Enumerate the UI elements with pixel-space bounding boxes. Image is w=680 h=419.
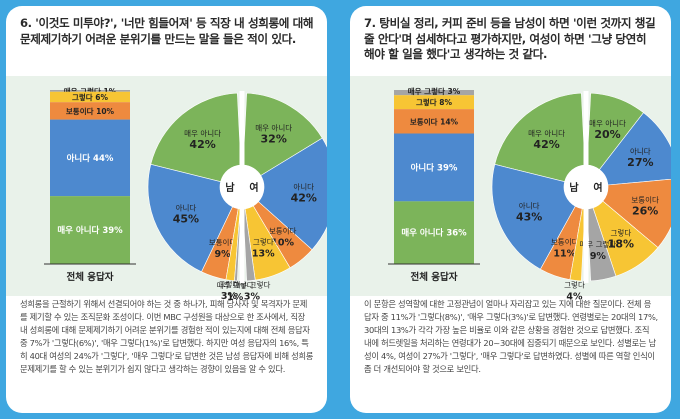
female-label: 여	[593, 181, 602, 194]
male-slice-disagree	[491, 163, 576, 270]
description-6: 성희롱을 근절하기 위해서 선결되어야 하는 것 중 하나가, 피해 당사자 및…	[20, 299, 314, 374]
survey-chart-6: 매우 그렇다 1%그렇다 6% 보통이다 10% 아니다 44% 매우 아니다 39%…	[44, 86, 327, 301]
total-bar-neutral	[50, 102, 130, 120]
male-slice-label: 그렇다 3%	[219, 279, 240, 301]
total-bar-disagree	[394, 133, 474, 202]
survey-chart-7: 매우 그렇다 3%그렇다 8% 보통이다 14% 아니다 39% 매우 아니다 36%…	[388, 86, 671, 301]
male-label: 남	[225, 181, 235, 194]
female-slice-label: 아니다 42%	[291, 182, 317, 205]
total-bar-title: 전체 응답자	[410, 271, 457, 283]
total-bar-label: 매우 그렇다 1%	[64, 86, 117, 96]
chart-card-6: 6. '이것도 미투야?', '너만 힘들어져' 등 직장 내 성희롱에 대해 …	[6, 6, 327, 413]
chart-card-7: 7. 탕비실 정리, 커피 준비 등을 남성이 하면 '이런 것까지 챙길 줄 …	[350, 6, 671, 413]
total-bar-label: 아니다 39%	[411, 162, 458, 173]
question-title-6: 6. '이것도 미투야?', '너만 힘들어져' 등 직장 내 성희롱에 대해 …	[20, 16, 314, 46]
total-bar-agree	[394, 95, 474, 110]
female-slice-label: 매우 아니다 20%	[589, 118, 626, 141]
description-7: 이 문항은 성역할에 대한 고정관념이 얼마나 자리잡고 있는 지에 대한 질문…	[364, 299, 658, 374]
male-slice-disagree	[147, 163, 233, 273]
female-slice-label: 그렇다 13%	[252, 236, 275, 259]
total-bar-strongly-agree	[394, 90, 474, 96]
female-slice-label: 아니다 27%	[627, 146, 653, 169]
male-slice-label: 보통이다 9%	[209, 237, 237, 260]
total-bar-title: 전체 응답자	[66, 271, 113, 283]
male-slice-label: 매우 아니다 42%	[528, 128, 565, 151]
total-bar-label: 매우 아니다 36%	[401, 228, 467, 239]
male-slice-label: 그렇다 4%	[564, 279, 585, 301]
male-slice-label: 매우 아니다 42%	[184, 128, 221, 151]
total-bar-disagree	[50, 119, 130, 197]
female-slice-label: 보통이다 26%	[631, 195, 659, 218]
male-label: 남	[569, 181, 579, 194]
female-slice-label: 보통이다 10%	[269, 225, 297, 248]
total-bar-label: 그렇다 6%	[72, 92, 109, 102]
female-slice-label: 매우 아니다 32%	[255, 123, 292, 146]
female-slice-label: 그렇다 18%	[608, 227, 634, 250]
male-slice-label: 보통이다 11%	[551, 236, 579, 259]
question-title-7: 7. 탕비실 정리, 커피 준비 등을 남성이 하면 '이런 것까지 챙길 줄 …	[364, 16, 656, 62]
total-bar-neutral	[394, 109, 474, 134]
total-bar-label: 매우 그렇다 3%	[408, 86, 461, 96]
total-bar-label: 매우 아니다 39%	[57, 225, 123, 236]
total-bar-strongly-disagree	[50, 196, 130, 264]
male-slice-label: 아니다 45%	[173, 202, 199, 225]
female-label: 여	[249, 181, 258, 194]
total-bar-label: 보통이다 10%	[66, 106, 115, 116]
female-slice-label: 매우 그렇다 3%	[233, 280, 270, 301]
male-slice-label: 매우 그렇다 1%	[217, 280, 254, 301]
male-slice-label: 아니다 43%	[516, 201, 542, 224]
total-bar-strongly-disagree	[394, 201, 474, 264]
total-bar-label: 보통이다 14%	[410, 116, 459, 126]
total-bar-agree	[50, 91, 130, 103]
total-bar-label: 아니다 44%	[67, 153, 114, 164]
total-bar-label: 그렇다 8%	[416, 97, 453, 107]
female-slice-label: 매우 그렇다 9%	[579, 239, 616, 262]
total-bar-strongly-agree	[50, 90, 130, 92]
